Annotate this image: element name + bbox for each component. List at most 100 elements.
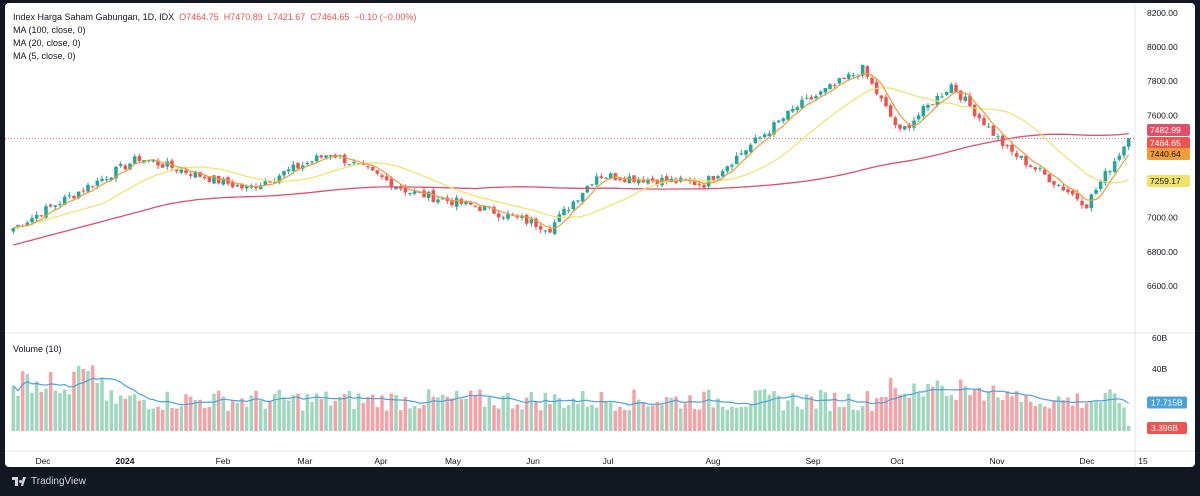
- candle-body: [870, 77, 874, 84]
- volume-bar: [753, 390, 758, 431]
- volume-bar: [893, 388, 898, 431]
- candle-body: [1122, 146, 1126, 156]
- legend-volume[interactable]: Volume (10): [13, 344, 62, 354]
- candle-body: [314, 155, 319, 162]
- volume-bar: [352, 409, 356, 431]
- candle-body: [865, 66, 870, 77]
- volume-bar: [548, 404, 552, 431]
- candle-body: [11, 228, 16, 232]
- price-badge-label: 7259.17: [1150, 176, 1181, 186]
- volume-bar: [613, 410, 618, 431]
- volume-bar: [403, 396, 408, 431]
- candle-body: [664, 176, 669, 182]
- volume-bar: [291, 395, 296, 431]
- chart-canvas[interactable]: 8200.008000.007800.007600.007400.007200.…: [5, 3, 1195, 467]
- volume-bar: [226, 410, 230, 431]
- volume-bar: [972, 388, 977, 431]
- volume-bar: [566, 405, 571, 431]
- volume-bar: [520, 409, 524, 431]
- volume-bar: [137, 400, 142, 431]
- candle-body: [39, 215, 44, 217]
- candle-body: [940, 96, 944, 98]
- volume-badge-bg: [1147, 396, 1187, 409]
- candle-body: [571, 201, 576, 210]
- legend-ma5[interactable]: MA (5, close, 0): [13, 51, 76, 61]
- candle-body: [1108, 171, 1112, 173]
- volume-bar: [76, 365, 81, 431]
- volume-bar: [394, 394, 398, 431]
- candle-body: [1080, 200, 1084, 206]
- volume-bar: [720, 406, 725, 431]
- candle-body: [375, 170, 380, 174]
- volume-bar: [1056, 396, 1061, 431]
- candle-body: [734, 155, 739, 165]
- candle-body: [692, 180, 697, 186]
- candle-body: [347, 164, 352, 166]
- candle-body: [538, 226, 543, 230]
- volume-bar: [123, 398, 128, 431]
- volume-bar: [758, 390, 762, 431]
- candle-body: [356, 163, 361, 165]
- volume-bar: [585, 406, 590, 431]
- candle-body: [1089, 194, 1094, 209]
- candle-body: [608, 173, 613, 179]
- candle-body: [562, 208, 566, 216]
- legend-ma20[interactable]: MA (20, close, 0): [13, 38, 81, 48]
- volume-bar: [996, 397, 1000, 431]
- legend-ma100[interactable]: MA (100, close, 0): [13, 25, 86, 35]
- candle-body: [1070, 190, 1075, 195]
- volume-bar: [930, 386, 935, 431]
- volume-bar: [109, 390, 114, 431]
- price-legend: Index Harga Saham Gabungan, 1D, IDX O746…: [13, 12, 416, 22]
- volume-bar: [655, 401, 660, 431]
- candle-body: [1038, 168, 1042, 170]
- volume-bar: [683, 403, 688, 431]
- volume-bar: [926, 383, 930, 431]
- price-badge: 7482.99: [1147, 124, 1190, 136]
- volume-bar: [324, 391, 328, 431]
- candle-body: [898, 124, 902, 129]
- time-tick-label: May: [445, 456, 462, 466]
- volume-badge: 17.715B: [1147, 396, 1187, 409]
- candle-body: [156, 160, 160, 166]
- volume-bar: [692, 409, 697, 431]
- price-tick-label: 6600.00: [1147, 281, 1178, 291]
- candle-body: [440, 198, 445, 200]
- volume-bar: [398, 410, 403, 431]
- candle-body: [1066, 189, 1070, 193]
- volume-bar: [1028, 401, 1033, 431]
- volume-bar: [986, 391, 991, 431]
- volume-bar: [170, 408, 174, 431]
- ma5-line: [13, 72, 1130, 229]
- candle-body: [30, 218, 34, 223]
- candle-body: [632, 175, 636, 182]
- volume-badge-bg: [1147, 422, 1187, 434]
- volume-bar: [795, 406, 800, 431]
- candle-body: [776, 120, 781, 123]
- legend-close: C7464.65: [310, 12, 350, 22]
- candle-body: [842, 77, 846, 79]
- price-tick-label: 7800.00: [1147, 76, 1178, 86]
- volume-bar: [851, 409, 856, 431]
- candle-body: [1024, 155, 1028, 166]
- volume-bar: [814, 408, 818, 431]
- volume-bar: [515, 404, 520, 431]
- volume-bar: [81, 368, 86, 431]
- legend-open: O7464.75: [179, 12, 219, 22]
- candle-body: [454, 197, 459, 207]
- candle-body: [104, 179, 109, 181]
- volume-bar: [459, 399, 464, 431]
- volume-bar: [944, 396, 949, 431]
- volume-bar: [142, 399, 146, 431]
- candle-body: [202, 176, 207, 179]
- volume-bar: [44, 388, 48, 431]
- volume-bar: [954, 399, 958, 431]
- volume-bar: [697, 409, 702, 431]
- volume-bar: [165, 391, 170, 431]
- candle-body: [58, 204, 62, 206]
- candle-body: [436, 199, 440, 203]
- candle-body: [977, 114, 982, 119]
- volume-bar: [664, 396, 669, 431]
- volume-bar: [879, 396, 884, 431]
- candle-body: [300, 165, 305, 169]
